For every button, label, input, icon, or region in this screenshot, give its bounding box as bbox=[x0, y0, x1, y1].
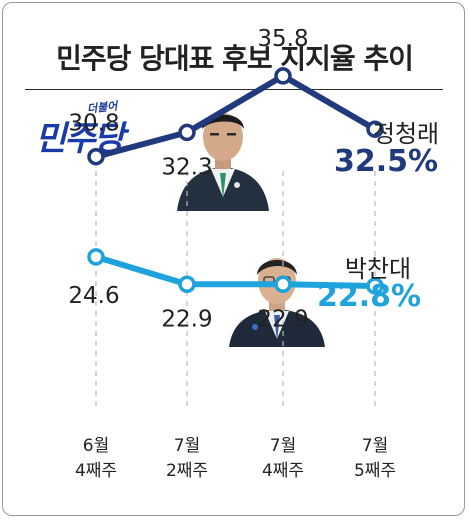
data-label-1-2: 22.9 bbox=[257, 306, 308, 332]
x-tick-week-0: 4째주 bbox=[75, 461, 117, 481]
data-label-0-1: 32.3 bbox=[161, 154, 212, 180]
x-tick-month-2: 7월 bbox=[270, 436, 296, 456]
x-tick-month-3: 7월 bbox=[362, 436, 388, 456]
series-line-0 bbox=[93, 72, 378, 160]
x-tick-month-1: 7월 bbox=[174, 436, 200, 456]
data-point-1-2 bbox=[274, 275, 292, 294]
data-label-0-0: 30.8 bbox=[68, 111, 119, 137]
data-label-1-0: 24.6 bbox=[68, 283, 119, 309]
data-point-1-1 bbox=[178, 275, 196, 294]
data-point-1-3 bbox=[366, 277, 384, 295]
series-name-0: 정청래 bbox=[373, 120, 439, 148]
data-point-0-0 bbox=[87, 147, 105, 166]
data-label-0-2: 35.8 bbox=[257, 26, 308, 52]
title-divider bbox=[25, 89, 443, 90]
data-point-0-3 bbox=[366, 120, 384, 138]
x-tick-week-3: 5째주 bbox=[354, 461, 396, 481]
series-line-1 bbox=[93, 253, 378, 289]
x-tick-week-1: 2째주 bbox=[166, 461, 208, 481]
series-latest-value-1: 22.8% bbox=[317, 279, 421, 314]
data-point-0-2 bbox=[274, 67, 292, 85]
data-point-1-0 bbox=[87, 248, 105, 266]
data-point-0-1 bbox=[178, 123, 196, 142]
chart-card: 민주당 당대표 후보 지지율 추이 더불어 민주당 30.8 32.3 35.8 정청… bbox=[2, 2, 465, 516]
data-label-1-1: 22.9 bbox=[161, 306, 212, 332]
series-latest-value-0: 32.5% bbox=[334, 144, 438, 179]
x-tick-month-0: 6월 bbox=[83, 436, 109, 456]
series-name-1: 박찬대 bbox=[345, 255, 411, 283]
x-tick-week-2: 4째주 bbox=[262, 461, 304, 481]
chart-title: 민주당 당대표 후보 지지율 추이 bbox=[56, 42, 414, 75]
